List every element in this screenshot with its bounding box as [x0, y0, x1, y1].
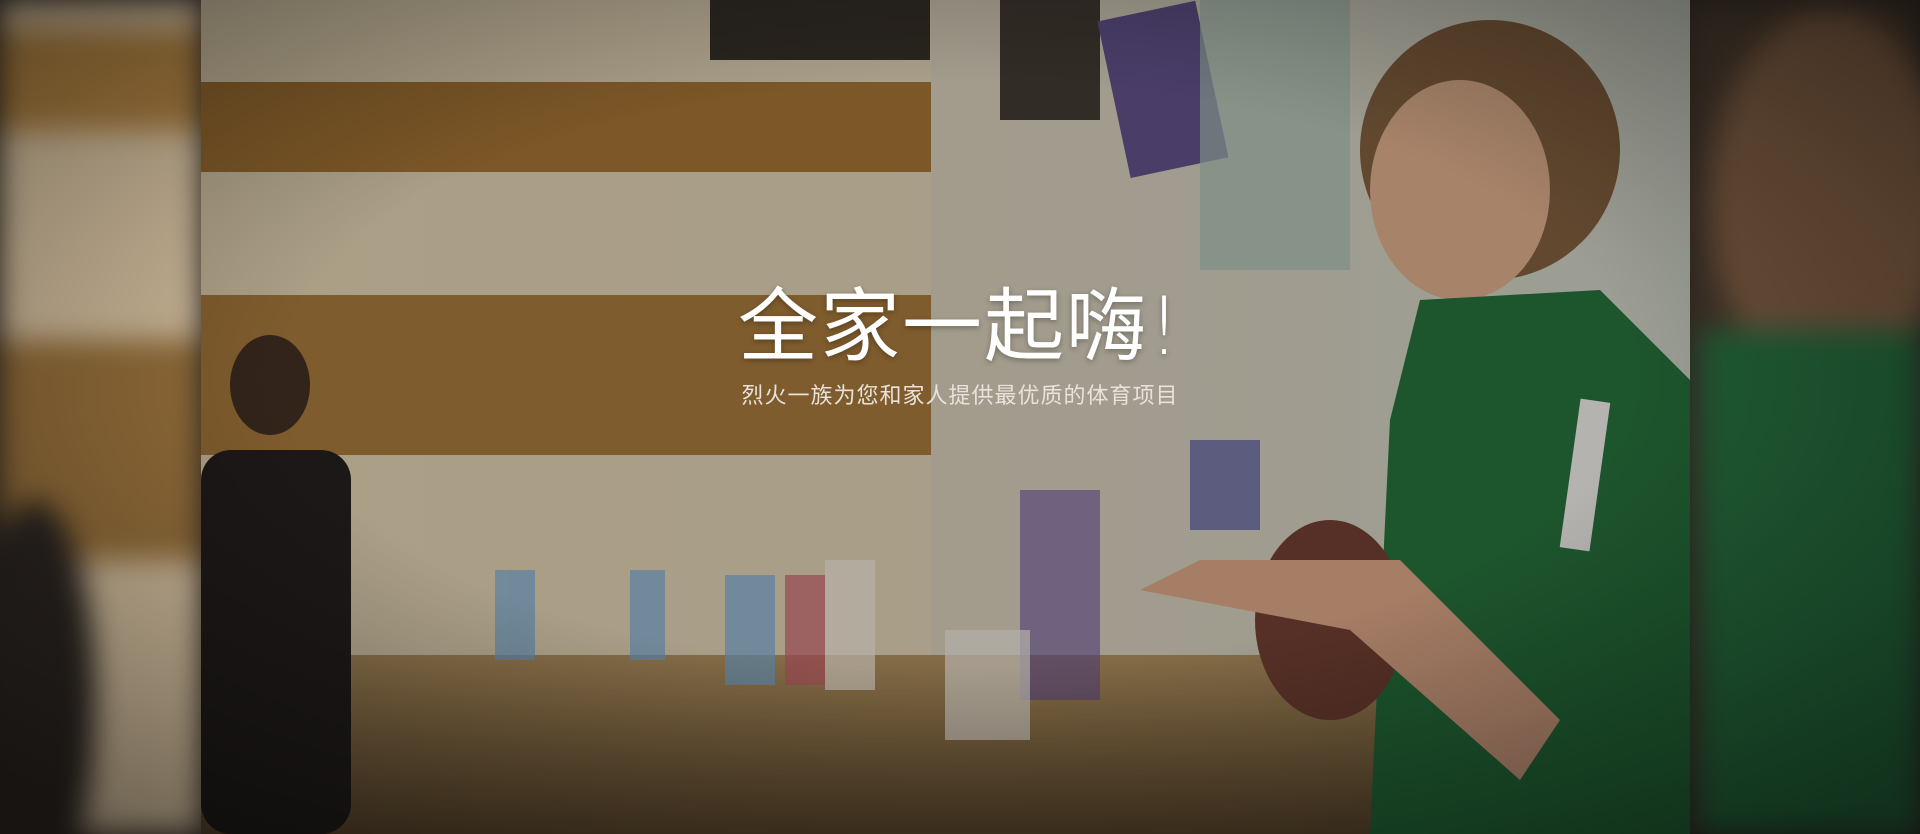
hero-subtitle: 烈火一族为您和家人提供最优质的体育项目 [741, 384, 1179, 409]
hero-title: 全家一起嗨! [737, 280, 1183, 373]
